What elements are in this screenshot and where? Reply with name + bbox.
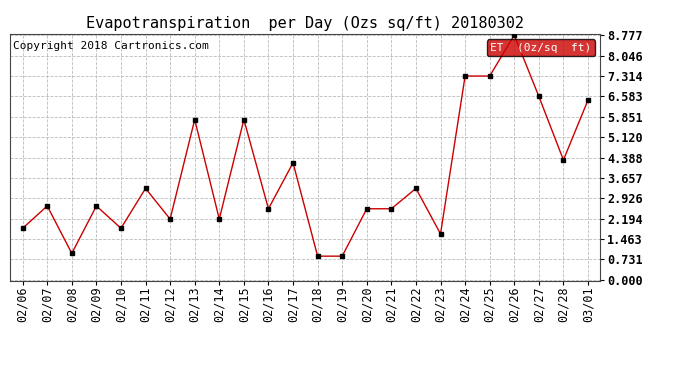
- Legend: ET  (0z/sq  ft): ET (0z/sq ft): [487, 39, 595, 56]
- Text: Copyright 2018 Cartronics.com: Copyright 2018 Cartronics.com: [13, 41, 209, 51]
- Title: Evapotranspiration  per Day (Ozs sq/ft) 20180302: Evapotranspiration per Day (Ozs sq/ft) 2…: [86, 16, 524, 31]
